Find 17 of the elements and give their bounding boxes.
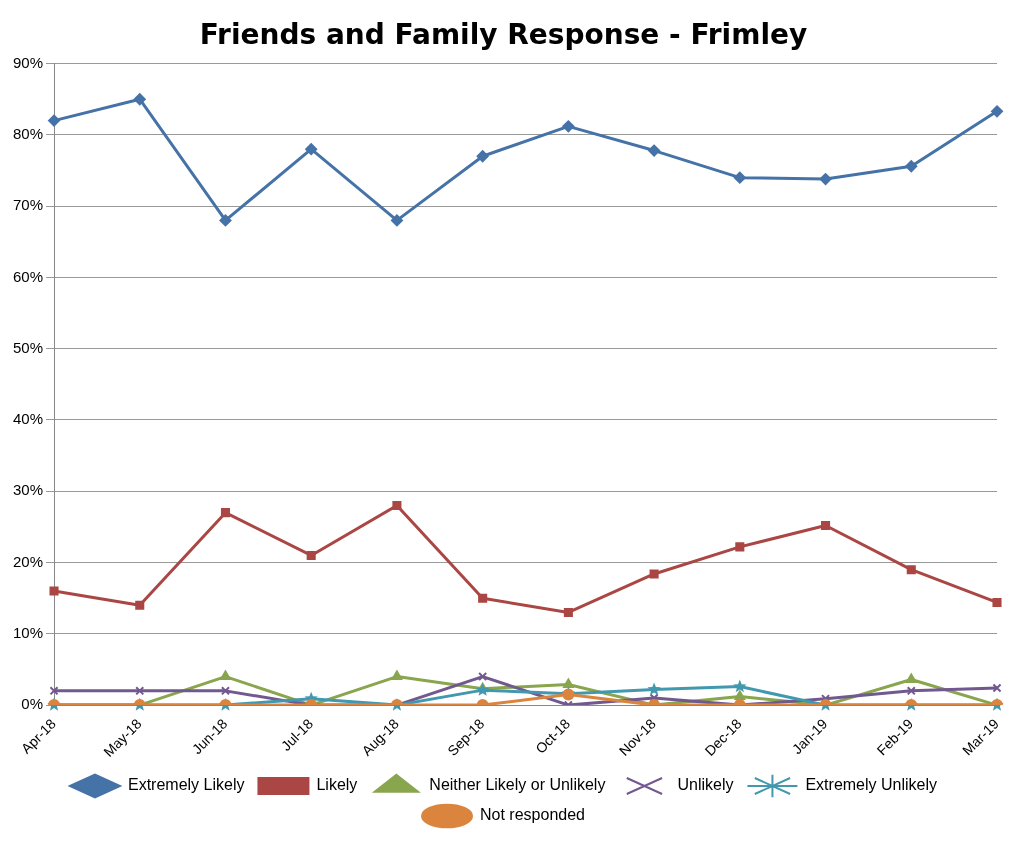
- legend-label: Extremely Unlikely: [805, 776, 938, 794]
- y-tick-label: 10%: [12, 623, 44, 641]
- y-tick-label: 60%: [12, 267, 44, 285]
- y-tick-label: 20%: [12, 552, 44, 570]
- y-tick-label: 80%: [12, 125, 44, 143]
- legend-label: Unlikely: [677, 776, 734, 794]
- y-tick-label: 50%: [12, 338, 44, 356]
- y-tick-label: 70%: [12, 196, 44, 214]
- y-tick-label: 40%: [12, 410, 44, 428]
- legend-label: Likely: [316, 776, 358, 794]
- legend-label: Neither Likely or Unlikely: [429, 776, 606, 794]
- y-tick-label: 0%: [21, 695, 44, 713]
- legend-label: Extremely Likely: [127, 776, 245, 794]
- y-tick-label: 90%: [12, 53, 44, 71]
- chart-title: Friends and Family Response - Frimley: [199, 18, 808, 52]
- legend-label: Not responded: [480, 806, 585, 824]
- y-tick-label: 30%: [12, 481, 44, 499]
